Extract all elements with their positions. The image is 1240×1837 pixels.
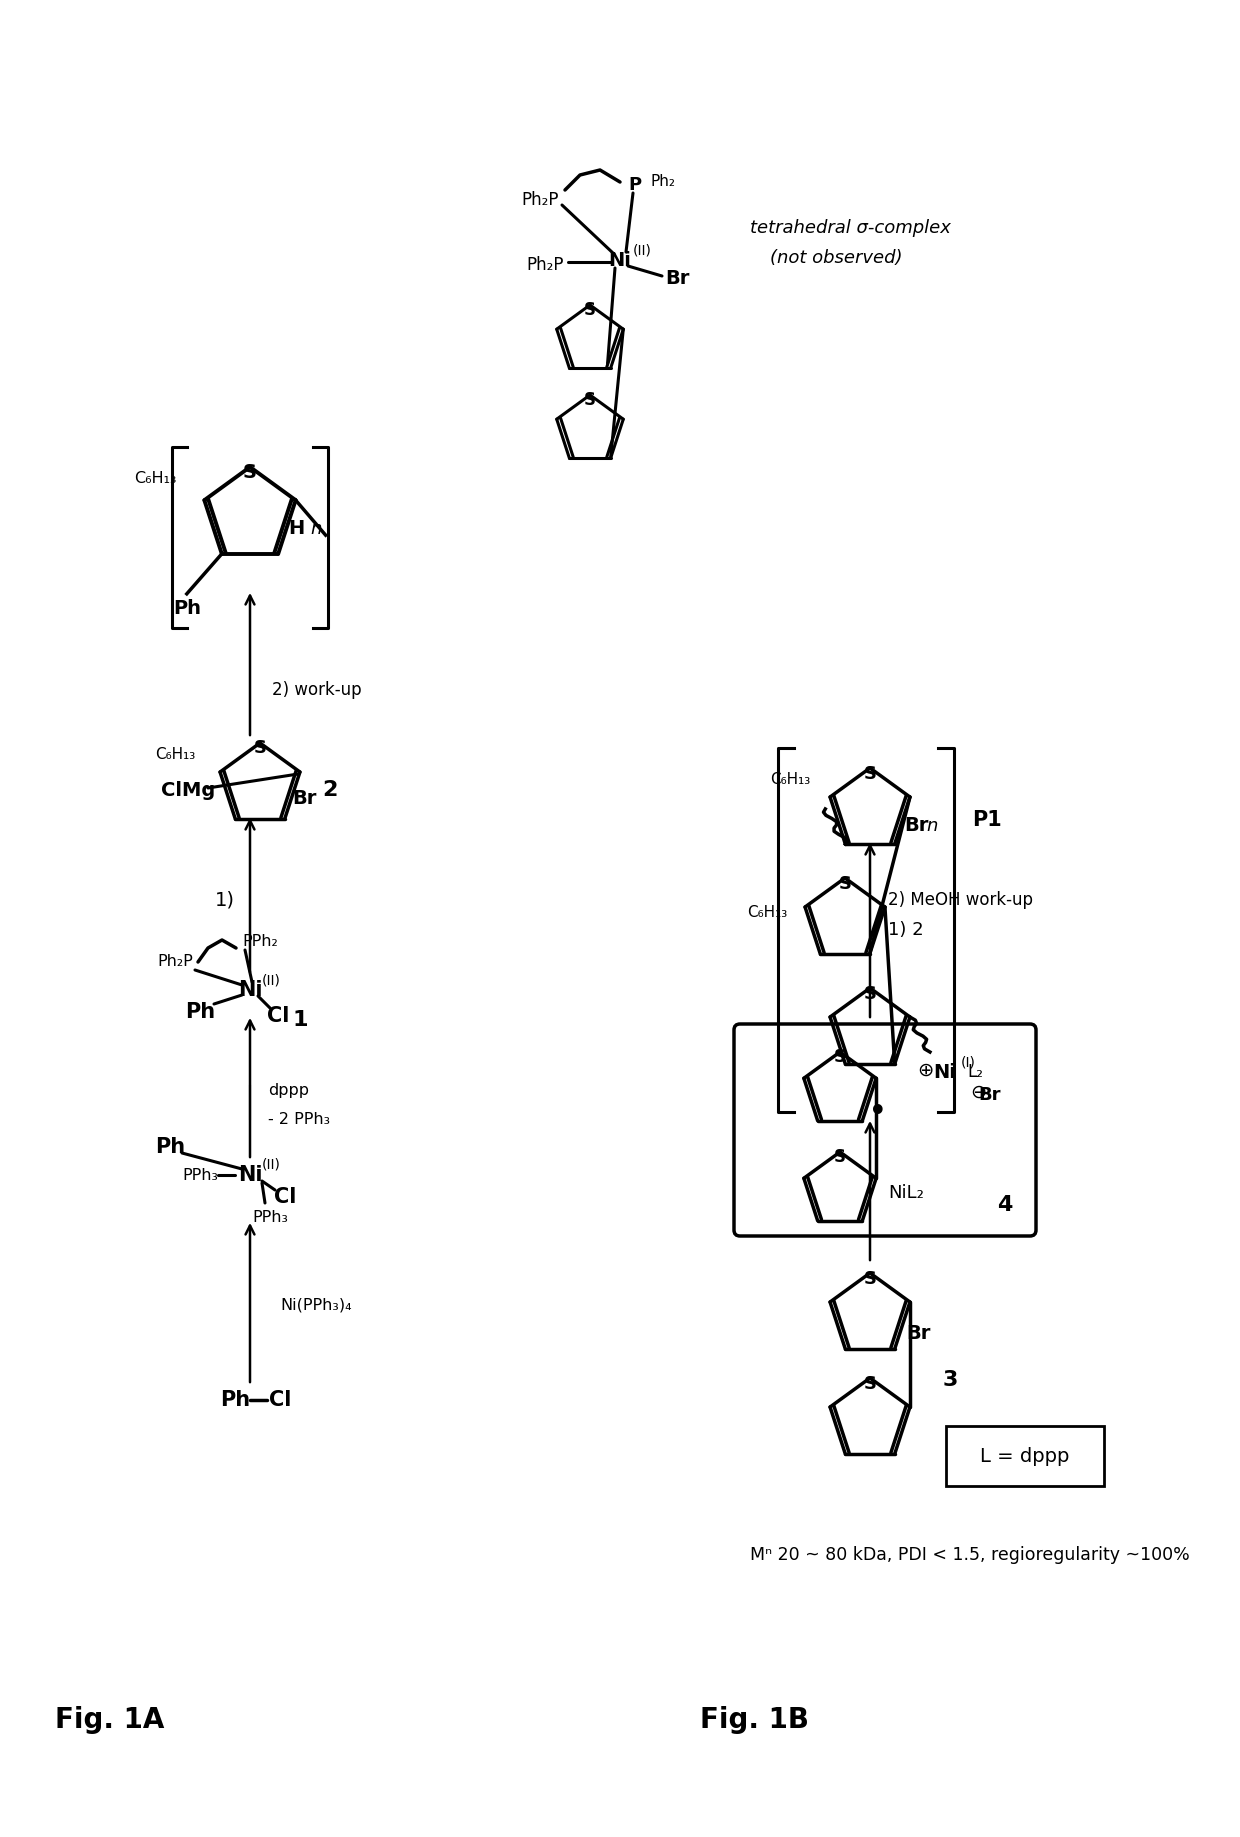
Text: ⊕: ⊕ xyxy=(916,1060,934,1080)
Text: (II): (II) xyxy=(262,974,281,986)
Text: S: S xyxy=(863,1269,877,1288)
Text: 2) work-up: 2) work-up xyxy=(272,682,362,700)
Text: Br: Br xyxy=(906,1324,931,1343)
Text: NiL₂: NiL₂ xyxy=(888,1185,924,1201)
Text: 1) 2: 1) 2 xyxy=(888,920,924,939)
Text: S: S xyxy=(584,391,596,410)
Text: S: S xyxy=(243,463,257,483)
Text: Cl: Cl xyxy=(267,1007,289,1027)
Text: Ph₂: Ph₂ xyxy=(650,175,675,189)
Text: L = dppp: L = dppp xyxy=(981,1446,1070,1466)
Text: 1: 1 xyxy=(293,1010,308,1031)
Text: 2: 2 xyxy=(322,781,337,799)
Text: S: S xyxy=(838,874,852,893)
Text: Fig. 1B: Fig. 1B xyxy=(701,1707,808,1734)
Text: PPh₃: PPh₃ xyxy=(182,1168,218,1183)
Text: - 2 PPh₃: - 2 PPh₃ xyxy=(268,1113,330,1128)
Text: PPh₃: PPh₃ xyxy=(252,1209,288,1225)
Text: ClMg: ClMg xyxy=(161,781,215,799)
Text: Br: Br xyxy=(665,268,689,288)
Text: ⊖: ⊖ xyxy=(970,1082,986,1102)
Text: Fig. 1A: Fig. 1A xyxy=(55,1707,165,1734)
Text: H: H xyxy=(288,520,305,538)
Text: Ph: Ph xyxy=(185,1001,215,1021)
Text: Ni: Ni xyxy=(934,1062,956,1082)
Text: S: S xyxy=(584,301,596,320)
Text: PPh₂: PPh₂ xyxy=(242,935,278,950)
Text: Br: Br xyxy=(978,1086,1001,1104)
Text: S: S xyxy=(863,1376,877,1392)
Text: tetrahedral σ-complex: tetrahedral σ-complex xyxy=(750,219,951,237)
Text: L₂: L₂ xyxy=(967,1064,983,1080)
Text: Ph₂P: Ph₂P xyxy=(521,191,559,209)
Text: Ph: Ph xyxy=(155,1137,185,1157)
Text: 3: 3 xyxy=(942,1370,957,1391)
Text: (II): (II) xyxy=(262,1157,281,1172)
Text: Br: Br xyxy=(905,816,929,836)
Text: (II): (II) xyxy=(632,242,652,257)
Text: S: S xyxy=(835,1047,846,1065)
Text: C₆H₁₃: C₆H₁₃ xyxy=(155,746,195,762)
Text: (I): (I) xyxy=(961,1054,976,1069)
Text: 1): 1) xyxy=(215,891,236,909)
FancyBboxPatch shape xyxy=(734,1023,1035,1236)
Text: 4: 4 xyxy=(997,1196,1013,1214)
Text: S: S xyxy=(835,1148,846,1166)
Text: C₆H₁₃: C₆H₁₃ xyxy=(134,470,176,485)
Text: 2) MeOH work-up: 2) MeOH work-up xyxy=(888,891,1033,909)
Text: Mⁿ 20 ~ 80 kDa, PDI < 1.5, regioregularity ~100%: Mⁿ 20 ~ 80 kDa, PDI < 1.5, regioregulari… xyxy=(750,1547,1189,1563)
Text: Ph₂P: Ph₂P xyxy=(157,955,193,970)
Text: (not observed): (not observed) xyxy=(770,250,903,266)
Text: Br: Br xyxy=(293,790,317,808)
Text: n: n xyxy=(926,817,939,836)
Text: C₆H₁₃: C₆H₁₃ xyxy=(770,772,810,786)
Text: Ni: Ni xyxy=(238,1165,262,1185)
Text: S: S xyxy=(863,764,877,783)
Text: dppp: dppp xyxy=(268,1082,309,1097)
Text: S: S xyxy=(253,738,267,757)
Text: Ni: Ni xyxy=(238,979,262,999)
Text: S: S xyxy=(863,985,877,1003)
Text: Ni(PPh₃)₄: Ni(PPh₃)₄ xyxy=(280,1297,352,1312)
Text: Cl: Cl xyxy=(274,1187,296,1207)
Text: Ni: Ni xyxy=(609,250,631,270)
Text: Ph₂P: Ph₂P xyxy=(526,255,564,274)
Text: •: • xyxy=(868,1097,887,1130)
Text: Ph: Ph xyxy=(219,1391,250,1411)
Text: P1: P1 xyxy=(972,810,1002,830)
Text: n: n xyxy=(310,520,321,538)
FancyBboxPatch shape xyxy=(946,1426,1104,1486)
Text: Cl: Cl xyxy=(269,1391,291,1411)
Text: C₆H₁₃: C₆H₁₃ xyxy=(746,904,787,920)
Text: P: P xyxy=(629,176,641,195)
Text: Ph: Ph xyxy=(172,599,201,619)
